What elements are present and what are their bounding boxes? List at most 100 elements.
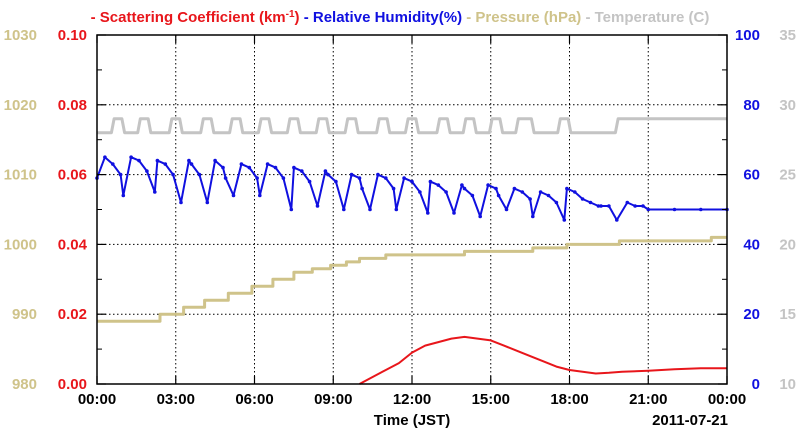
legend-entry: - Relative Humidity(%) bbox=[300, 9, 463, 26]
x-tick-label: 12:00 bbox=[393, 391, 431, 408]
humidity-point bbox=[494, 186, 498, 191]
x-tick-label: 15:00 bbox=[472, 391, 510, 408]
humidity-point bbox=[326, 172, 330, 177]
humidity-tick-label: 40 bbox=[743, 236, 760, 253]
humidity-point bbox=[444, 190, 448, 194]
pressure-line bbox=[97, 235, 727, 323]
humidity-point bbox=[426, 211, 430, 215]
humidity-point bbox=[428, 179, 433, 184]
legend-superscript: -1 bbox=[286, 9, 295, 20]
humidity-point bbox=[625, 200, 630, 205]
humidity-point bbox=[462, 186, 467, 191]
humidity-point bbox=[452, 211, 456, 215]
x-tick-label: 00:00 bbox=[78, 391, 116, 408]
axes: 00:00 03:00 06:00 09:00 12:00 15:00 18:00 21:00… bbox=[4, 27, 796, 408]
humidity-point bbox=[520, 190, 525, 194]
humidity-point bbox=[470, 193, 475, 198]
humidity-point bbox=[307, 179, 312, 184]
humidity-point bbox=[179, 200, 183, 205]
legend: - Scattering Coefficient (km-1) - Relati… bbox=[91, 9, 710, 27]
temperature-tick-label: 25 bbox=[779, 167, 796, 184]
humidity-point bbox=[247, 165, 252, 170]
humidity-point bbox=[357, 176, 362, 180]
x-tick-label: 18:00 bbox=[550, 391, 588, 408]
humidity-point bbox=[213, 158, 217, 163]
humidity-point bbox=[418, 190, 422, 194]
humidity-point bbox=[231, 193, 236, 198]
humidity-point bbox=[163, 162, 168, 166]
x-tick-label: 06:00 bbox=[235, 391, 273, 408]
scattering-tick-label: 0.08 bbox=[58, 97, 87, 114]
humidity-point bbox=[292, 165, 296, 170]
humidity-point bbox=[118, 172, 123, 177]
humidity-point bbox=[187, 158, 191, 163]
humidity-point bbox=[121, 193, 126, 198]
humidity-point bbox=[258, 193, 262, 198]
humidity-point bbox=[410, 179, 414, 184]
humidity-point bbox=[239, 162, 244, 166]
humidity-point bbox=[478, 214, 483, 219]
pressure-tick-label: 1030 bbox=[4, 27, 37, 44]
pressure-tick-label: 1020 bbox=[4, 97, 37, 114]
humidity-point bbox=[436, 183, 441, 187]
humidity-point bbox=[528, 197, 532, 201]
humidity-point bbox=[221, 165, 225, 170]
humidity-point bbox=[155, 158, 160, 163]
humidity-point bbox=[205, 200, 210, 205]
humidity-point bbox=[315, 204, 320, 208]
humidity-point bbox=[300, 169, 304, 173]
scattering-tick-label: 0.04 bbox=[58, 236, 88, 253]
humidity-point bbox=[153, 190, 157, 194]
scattering-tick-label: 0.02 bbox=[58, 306, 87, 323]
humidity-point bbox=[273, 165, 278, 170]
humidity-point bbox=[646, 207, 651, 212]
grid bbox=[97, 35, 727, 384]
x-tick-label: 00:00 bbox=[708, 391, 746, 408]
humidity-point bbox=[376, 172, 380, 177]
humidity-tick-label: 60 bbox=[743, 167, 760, 184]
humidity-tick-label: 20 bbox=[743, 306, 760, 323]
humidity-point bbox=[349, 172, 354, 177]
humidity-point bbox=[633, 204, 637, 208]
humidity-point bbox=[223, 176, 228, 180]
humidity-point bbox=[596, 204, 601, 208]
humidity-point bbox=[562, 218, 567, 222]
temperature-tick-label: 20 bbox=[779, 236, 796, 253]
x-tick-label: 09:00 bbox=[314, 391, 352, 408]
humidity-tick-label: 0 bbox=[752, 376, 760, 393]
humidity-point bbox=[342, 207, 346, 212]
humidity-tick-label: 100 bbox=[735, 27, 760, 44]
humidity-point bbox=[546, 193, 551, 198]
humidity-point bbox=[145, 169, 149, 173]
humidity-point bbox=[360, 186, 364, 191]
humidity-point bbox=[197, 172, 202, 177]
humidity-point bbox=[588, 200, 593, 205]
humidity-point bbox=[255, 176, 259, 180]
humidity-point bbox=[402, 176, 406, 180]
humidity-point bbox=[672, 207, 677, 212]
humidity-point bbox=[394, 207, 399, 212]
x-tick-label: 21:00 bbox=[629, 391, 667, 408]
legend-suffix: C) bbox=[694, 9, 710, 26]
humidity-point bbox=[137, 158, 141, 163]
humidity-point bbox=[573, 190, 577, 194]
x-axis-label: Time (JST) bbox=[374, 412, 450, 429]
humidity-point bbox=[607, 204, 611, 208]
temperature-tick-label: 10 bbox=[779, 376, 796, 393]
legend-entry: - Temperature ( bbox=[581, 9, 693, 26]
legend-entry: - Pressure (hPa) bbox=[462, 9, 581, 26]
humidity-point bbox=[323, 169, 328, 173]
pressure-tick-label: 990 bbox=[12, 306, 37, 323]
temperature-line bbox=[97, 117, 727, 135]
humidity-point bbox=[189, 162, 194, 166]
humidity-point bbox=[531, 214, 535, 219]
humidity-point bbox=[281, 176, 286, 180]
humidity-point bbox=[554, 200, 559, 205]
humidity-point bbox=[384, 176, 388, 180]
humidity-point bbox=[538, 190, 543, 194]
humidity-point bbox=[504, 207, 509, 212]
humidity-point bbox=[129, 155, 133, 159]
temperature-tick-label: 15 bbox=[779, 306, 796, 323]
pressure-tick-label: 980 bbox=[12, 376, 37, 393]
